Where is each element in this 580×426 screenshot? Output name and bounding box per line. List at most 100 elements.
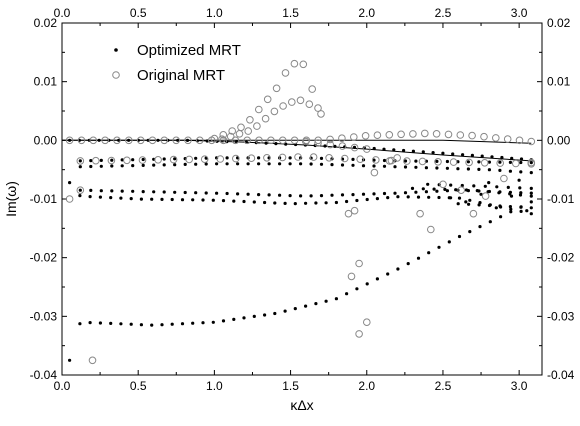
data-point-optimized [131,158,135,162]
data-point-optimized [278,193,282,197]
data-point-optimized [99,158,103,162]
data-point-optimized [403,165,408,169]
data-point-original [169,155,178,164]
data-point-original [290,136,299,145]
data-point-optimized [424,166,428,170]
data-point-optimized [162,163,166,167]
data-point-optimized [160,197,164,201]
data-point-optimized [89,188,93,192]
data-point-optimized [173,157,177,161]
data-point-original [385,131,394,139]
data-point-optimized [120,164,124,168]
data-point-original [76,157,85,165]
data-point-optimized [445,189,449,193]
data-point-optimized [185,138,190,142]
data-point-optimized [267,193,271,197]
y-axis-label: Im(ω) [3,181,19,217]
data-point-optimized [201,198,205,202]
data-point-optimized [257,162,261,166]
y-tick-label-left: 0.00 [34,133,58,147]
data-point-original [427,225,435,234]
data-point-optimized [475,189,479,193]
data-point-original [434,158,442,166]
data-point-original [76,186,85,194]
data-point-optimized [427,251,431,255]
data-point-original [246,116,254,124]
data-point-original [228,127,236,135]
y-tick-label-right: -0.01 [547,192,575,206]
y-tick-label-right: -0.04 [547,368,575,382]
data-point-optimized [393,191,397,195]
data-point-optimized [194,162,198,166]
x-tick-label-bottom: 1.0 [206,379,223,393]
data-point-optimized [529,186,533,190]
data-point-optimized [299,194,303,198]
data-point-optimized [498,204,502,208]
data-point-optimized [68,358,72,362]
data-point-optimized [162,157,166,161]
data-point-original [231,136,240,145]
x-tick-label-top: 3.0 [511,6,528,20]
data-point-optimized [427,195,431,199]
x-tick-label-bottom: 2.5 [435,379,452,393]
data-point-original [496,159,505,167]
data-point-optimized [461,153,465,157]
data-point-optimized [435,189,439,193]
data-point-optimized [89,159,93,163]
data-point-optimized [529,200,533,204]
data-point-optimized [352,145,357,149]
data-point-optimized [246,162,250,166]
data-point-optimized [119,196,123,200]
data-point-optimized [288,162,292,166]
data-point-optimized [466,160,470,164]
data-point-original [350,133,358,141]
axis-tick-labels: 0.0 0.0 0.5 0.5 1.0 1.0 1.5 1.5 2.0 2.0 2.5 2.5 3.0 3… [30,6,575,393]
data-point-original [373,131,382,139]
data-point-optimized [421,150,425,154]
data-point-optimized [445,159,449,164]
data-point-optimized [324,299,328,303]
data-point-optimized [529,206,533,210]
data-point-optimized [483,184,487,188]
data-point-optimized [323,144,327,148]
data-point-optimized [445,166,449,170]
data-point-optimized [510,156,514,160]
data-point-optimized [299,162,303,166]
data-point-optimized [457,234,462,239]
data-point-original [356,155,365,163]
data-point-optimized [127,138,131,142]
data-point-original [421,129,429,138]
data-point-optimized [435,166,439,170]
data-point-original [172,136,180,145]
data-point-optimized [242,199,246,204]
data-point-original [449,158,458,166]
data-point-optimized [319,156,324,160]
y-tick-label-left: -0.01 [30,192,58,206]
data-point-original [226,132,235,141]
data-point-optimized [330,193,334,197]
data-point-optimized [211,198,215,202]
data-point-original [393,154,402,162]
data-point-optimized [309,162,313,166]
data-point-original [270,107,279,116]
data-point-optimized [519,157,524,161]
data-point-optimized [204,191,208,195]
data-point-original [355,259,363,268]
data-point-optimized [68,181,72,185]
y-tick-label-right: 0.00 [547,133,571,147]
x-tick-label-top: 1.0 [206,6,223,20]
data-point-optimized [437,245,441,249]
data-point-original [325,154,333,162]
data-point-optimized [382,191,387,196]
data-point-optimized [141,163,145,167]
data-point-optimized [180,322,185,326]
data-point-original [136,136,145,145]
data-point-original [361,132,370,140]
data-point-original [200,155,209,163]
data-point-optimized [414,190,418,194]
data-point-optimized [131,164,135,168]
data-point-optimized [464,188,469,192]
data-point-optimized [437,195,441,200]
data-point-original [255,136,263,145]
data-point-optimized [304,201,308,205]
